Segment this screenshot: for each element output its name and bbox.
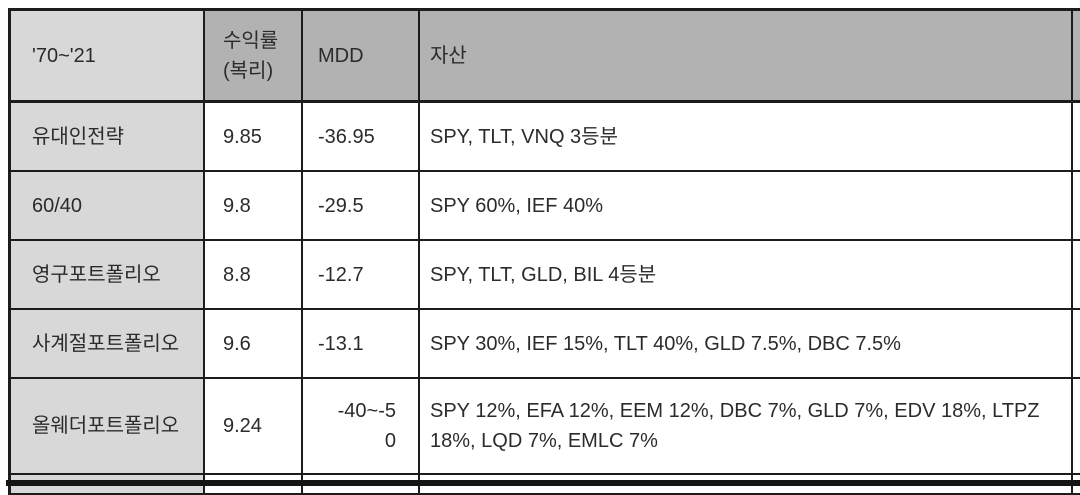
row-cagr: 9.24 xyxy=(205,379,303,475)
row-mdd: -36.95 xyxy=(303,103,420,172)
row-mdd: -12.7 xyxy=(303,241,420,310)
header-cutoff-sliver xyxy=(1073,11,1080,103)
row-assets: SPY, TLT, GLD, BIL 4등분 xyxy=(420,241,1073,310)
row-cutoff-sliver xyxy=(1073,172,1080,241)
row-assets: SPY, TLT, VNQ 3등분 xyxy=(420,103,1073,172)
row-cagr: 9.85 xyxy=(205,103,303,172)
row-assets: SPY 12%, EFA 12%, EEM 12%, DBC 7%, GLD 7… xyxy=(420,379,1073,475)
row-label: 올웨더포트폴리오 xyxy=(11,379,205,475)
header-mdd: MDD xyxy=(303,11,420,103)
row-assets: SPY 60%, IEF 40% xyxy=(420,172,1073,241)
row-cutoff-sliver xyxy=(1073,310,1080,379)
row-cutoff-sliver xyxy=(1073,379,1080,475)
portfolio-comparison-table: '70~'21 수익률 (복리) MDD 자산 유대인전략 9.85 -36.9… xyxy=(8,8,1080,495)
row-cagr: 8.8 xyxy=(205,241,303,310)
row-assets: SPY 30%, IEF 15%, TLT 40%, GLD 7.5%, DBC… xyxy=(420,310,1073,379)
header-return-compound: 수익률 (복리) xyxy=(205,11,303,103)
row-mdd: -29.5 xyxy=(303,172,420,241)
row-cagr: 9.6 xyxy=(205,310,303,379)
header-period: '70~'21 xyxy=(11,11,205,103)
row-mdd: -40~-5 0 xyxy=(303,379,420,475)
row-label: 사계절포트폴리오 xyxy=(11,310,205,379)
row-cagr: 9.8 xyxy=(205,172,303,241)
row-label: 영구포트폴리오 xyxy=(11,241,205,310)
header-assets: 자산 xyxy=(420,11,1073,103)
row-label: 60/40 xyxy=(11,172,205,241)
row-cutoff-sliver xyxy=(1073,241,1080,310)
bottom-edge-line xyxy=(6,480,1080,486)
row-mdd: -13.1 xyxy=(303,310,420,379)
row-label: 유대인전략 xyxy=(11,103,205,172)
row-cutoff-sliver xyxy=(1073,103,1080,172)
